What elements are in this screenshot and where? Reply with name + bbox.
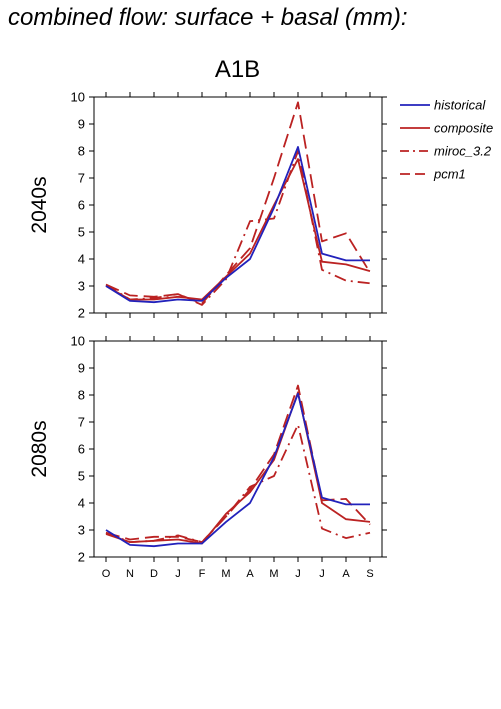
- y-tick-label: 7: [78, 415, 85, 430]
- y-tick-label: 7: [78, 171, 85, 186]
- series-line-composite: [105, 391, 371, 545]
- series-line-composite: [105, 158, 371, 301]
- figure-title: combined flow: surface + basal (mm):: [8, 4, 408, 31]
- y-tick-label: 6: [78, 198, 85, 213]
- legend-label: historical: [434, 98, 486, 113]
- y-tick-label: 6: [78, 442, 85, 457]
- x-tick-label: N: [126, 568, 134, 580]
- series-line-miroc-3-2: [105, 423, 371, 543]
- x-tick-label: J: [319, 568, 325, 580]
- chart-panel-2080s: 2 3 4 5 6 7 8 9 10 O N D J F M A M J J A S 2080s: [28, 334, 387, 580]
- series-line-pcm1: [105, 384, 371, 543]
- series-line-historical: [105, 392, 370, 548]
- y-tick-label: 10: [71, 90, 85, 105]
- x-tick-label: F: [199, 568, 206, 580]
- series-line-miroc-3-2: [105, 150, 371, 306]
- chart-panel-2040s: 2 3 4 5 6 7 8 9 10 2040s: [28, 90, 387, 321]
- y-tick-label: 9: [78, 117, 85, 132]
- x-tick-label: J: [295, 568, 301, 580]
- y-tick-label: 8: [78, 144, 85, 159]
- y-tick-label: 3: [78, 279, 85, 294]
- plot-frame: [93, 96, 383, 314]
- y-tick-label: 10: [71, 334, 85, 349]
- x-tick-label: A: [246, 568, 254, 580]
- y-tick-label: 9: [78, 361, 85, 376]
- scenario-title: A1B: [214, 56, 261, 83]
- y-tick-label: 5: [78, 225, 85, 240]
- x-tick-label: M: [269, 568, 278, 580]
- y-tick-label: 4: [78, 252, 85, 267]
- series-line-historical: [105, 145, 370, 304]
- series-line-pcm1: [105, 101, 371, 305]
- y-tick-label: 5: [78, 469, 85, 484]
- y-tick-label: 2: [78, 306, 85, 321]
- y-tick-label: 4: [78, 496, 85, 511]
- panel-label: 2080s: [28, 420, 51, 477]
- y-tick-label: 8: [78, 388, 85, 403]
- legend-label: pcm1: [433, 167, 466, 182]
- x-tick-label: J: [175, 568, 181, 580]
- x-tick-label: A: [342, 568, 350, 580]
- legend-label: miroc_3.2: [434, 144, 492, 159]
- x-tick-label: M: [221, 568, 230, 580]
- x-tick-label: S: [366, 568, 373, 580]
- y-tick-label: 2: [78, 550, 85, 565]
- y-tick-label: 3: [78, 523, 85, 538]
- panel-label: 2040s: [28, 176, 51, 233]
- legend-label: composite: [434, 121, 493, 136]
- legend: historical composite miroc_3.2 pcm1: [400, 98, 493, 182]
- x-tick-label: D: [150, 568, 158, 580]
- x-tick-label: O: [102, 568, 111, 580]
- plot-frame: [93, 340, 383, 558]
